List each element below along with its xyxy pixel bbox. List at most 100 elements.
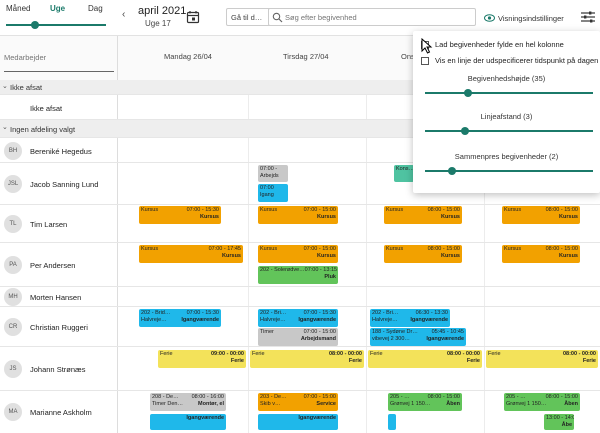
event-block[interactable]: Kursus 07:00 - 15:30 Kursus: [139, 206, 221, 224]
event-address: vibevej 2 300…: [372, 336, 410, 342]
employee-name[interactable]: Bereniké Hegedus: [30, 147, 92, 156]
day-header-monday: Mandag 26/04: [164, 52, 212, 61]
view-day-option[interactable]: Dag: [88, 4, 103, 13]
view-switch-knob[interactable]: [31, 21, 39, 29]
event-block[interactable]: 202 - Solerødve… 07:00 - 13:15 Pluk: [258, 266, 338, 284]
event-block[interactable]: Igangværende: [150, 414, 226, 430]
chevron-down-icon[interactable]: ⌄: [2, 124, 8, 131]
event-block[interactable]: 202 - Brid… 07:00 - 15:30 Halvreje… Igangv…: [139, 309, 221, 327]
view-settings-button[interactable]: Visningsindstillinger: [484, 10, 564, 26]
event-type: Arbejdsmand: [300, 336, 336, 342]
employee-row: JSL Jacob Sanning Lund 07:00 - Arbejds 0…: [0, 163, 600, 205]
event-time: 08:00 - 15:00: [427, 207, 460, 213]
search-input[interactable]: [285, 11, 471, 23]
employee-name[interactable]: Jacob Sanning Lund: [30, 180, 99, 189]
day-separator: [484, 80, 485, 433]
event-time: 08:00 - 00:00: [562, 351, 596, 357]
event-block[interactable]: 202 - Bri… 06:30 - 13:30 Halvreje… Igangvæ…: [370, 309, 450, 327]
employee-name[interactable]: Christian Ruggeri: [30, 323, 88, 332]
event-block[interactable]: Kursus 07:00 - 15:00 Kursus: [258, 206, 338, 224]
event-title: 202 - Solerødve…: [260, 267, 305, 273]
event-block[interactable]: 205 - … 08:00 - 15:00 Grønvej 1 150… Åben: [388, 393, 462, 411]
view-switch[interactable]: Måned Uge Dag: [0, 0, 110, 36]
event-block[interactable]: Kursus 07:00 - 15:00 Kursus: [258, 245, 338, 263]
event-height-slider[interactable]: [425, 92, 593, 94]
event-time: 07:00 - 15:30: [186, 207, 219, 213]
employee-filter-input[interactable]: [4, 44, 114, 72]
event-type: Kursus: [559, 253, 578, 259]
event-block[interactable]: Ferie 09:00 - 00:00 Ferie: [158, 350, 246, 368]
event-time: 07:00 - 15:00: [303, 394, 336, 400]
employee-name[interactable]: Marianne Askholm: [30, 408, 92, 417]
event-block[interactable]: 13:00 - 14:00 Åbe: [544, 414, 574, 430]
employee-name[interactable]: Morten Hansen: [30, 293, 82, 302]
event-block[interactable]: [388, 414, 396, 430]
line-spacing-slider[interactable]: [425, 130, 593, 132]
event-block[interactable]: 203 - De… 07:00 - 15:00 Skib v… Service: [258, 393, 338, 411]
event-type: Ferie: [582, 358, 596, 364]
day-separator: [366, 80, 367, 433]
event-block[interactable]: Igangværende: [258, 414, 338, 430]
event-block[interactable]: Ferie 08:00 - 00:00 Ferie: [250, 350, 364, 368]
line-spacing-slider-knob[interactable]: [461, 127, 469, 135]
employee-row: MA Marianne Askholm 208 - De… 08:00 - 16:…: [0, 391, 600, 433]
sliders-icon[interactable]: [580, 10, 596, 24]
avatar: BH: [4, 142, 22, 160]
event-time: 07:00 - 15:00: [303, 246, 336, 252]
compress-events-slider[interactable]: [425, 170, 593, 172]
avatar: CR: [4, 318, 22, 336]
event-block[interactable]: Kons…: [394, 165, 414, 182]
chevron-left-icon[interactable]: ‹: [122, 9, 126, 20]
avatar: PA: [4, 256, 22, 274]
event-height-label: Begivenhedshøjde (35): [467, 74, 546, 83]
event-type: Kursus: [317, 253, 336, 259]
mouse-cursor-icon: [421, 38, 433, 54]
view-week-option[interactable]: Uge: [50, 4, 66, 13]
event-address: Skib v…: [260, 401, 281, 407]
day-header-wednesday: Ons…: [401, 52, 423, 61]
chevron-down-icon[interactable]: ⌄: [2, 83, 8, 90]
event-height-slider-knob[interactable]: [464, 89, 472, 97]
event-time: 05:45 - 10:45: [431, 329, 464, 335]
event-type: Kursus: [559, 214, 578, 220]
event-block[interactable]: 205 - … 08:00 - 15:00 Grønvej 1 150… Åben: [504, 393, 580, 411]
time-line-checkbox[interactable]: [421, 56, 429, 65]
event-block[interactable]: Kursus 08:00 - 15:00 Kursus: [384, 245, 462, 263]
eye-icon: [484, 14, 495, 22]
fill-column-option[interactable]: Lad begivenheder fylde en hel kolonne: [421, 40, 564, 49]
event-block[interactable]: 202 - Bri… 07:00 - 15:30 Halvreje… Igangvæ…: [258, 309, 338, 327]
event-block[interactable]: 188 - Sydøne Dr… 05:45 - 10:45 vibevej 2 …: [370, 328, 466, 346]
event-type: Service: [316, 401, 336, 407]
event-block[interactable]: Kursus 08:00 - 15:00 Kursus: [384, 206, 462, 224]
event-block[interactable]: Kursus 08:00 - 15:00 Kursus: [502, 206, 580, 224]
event-block[interactable]: Kursus 08:00 - 15:00 Kursus: [502, 245, 580, 263]
event-block[interactable]: 208 - De… 08:00 - 16:00 Timer Den… Montør,…: [150, 393, 226, 411]
search-box[interactable]: [268, 8, 476, 26]
event-title: Kursus: [504, 246, 522, 252]
employee-name[interactable]: Per Andersen: [30, 261, 76, 270]
event-block[interactable]: Ferie 08:00 - 00:00 Ferie: [486, 350, 598, 368]
event-time: 08:00 - 15:00: [545, 394, 578, 400]
time-line-option[interactable]: Vis en linje der udspecificerer tidspunk…: [421, 56, 598, 65]
event-address: Halvreje…: [372, 317, 398, 323]
event-block[interactable]: 07:00 Igang: [258, 184, 288, 202]
event-title: Kursus: [141, 207, 159, 213]
event-address: Halvreje…: [260, 317, 286, 323]
event-block[interactable]: Ferie 08:00 - 00:00 Ferie: [368, 350, 482, 368]
event-block[interactable]: Kursus 07:00 - 17:45 Kursus: [139, 245, 243, 263]
calendar-icon[interactable]: [186, 10, 200, 24]
employee-name[interactable]: Johann Strønæs: [30, 365, 86, 374]
event-time: 09:00 - 00:00: [210, 351, 244, 357]
employee-name[interactable]: Tim Larsen: [30, 220, 68, 229]
view-month-option[interactable]: Måned: [6, 4, 31, 13]
event-title: 188 - Sydøne Dr…: [372, 329, 418, 335]
fill-column-label: Lad begivenheder fylde en hel kolonne: [435, 40, 564, 49]
employee-row: BH Bereniké Hegedus: [0, 138, 600, 163]
event-title: Timer: [260, 329, 274, 335]
employee-row: JS Johann Strønæs Ferie 09:00 - 00:00 Fer…: [0, 347, 600, 391]
goto-date-button[interactable]: Gå til d…: [226, 8, 272, 26]
compress-events-slider-knob[interactable]: [448, 167, 456, 175]
event-time: 07:00 - 15:30: [186, 310, 219, 316]
event-block[interactable]: Timer 07:00 - 15:00 Arbejdsmand: [258, 328, 338, 346]
event-block[interactable]: 07:00 - Arbejds: [258, 165, 288, 182]
